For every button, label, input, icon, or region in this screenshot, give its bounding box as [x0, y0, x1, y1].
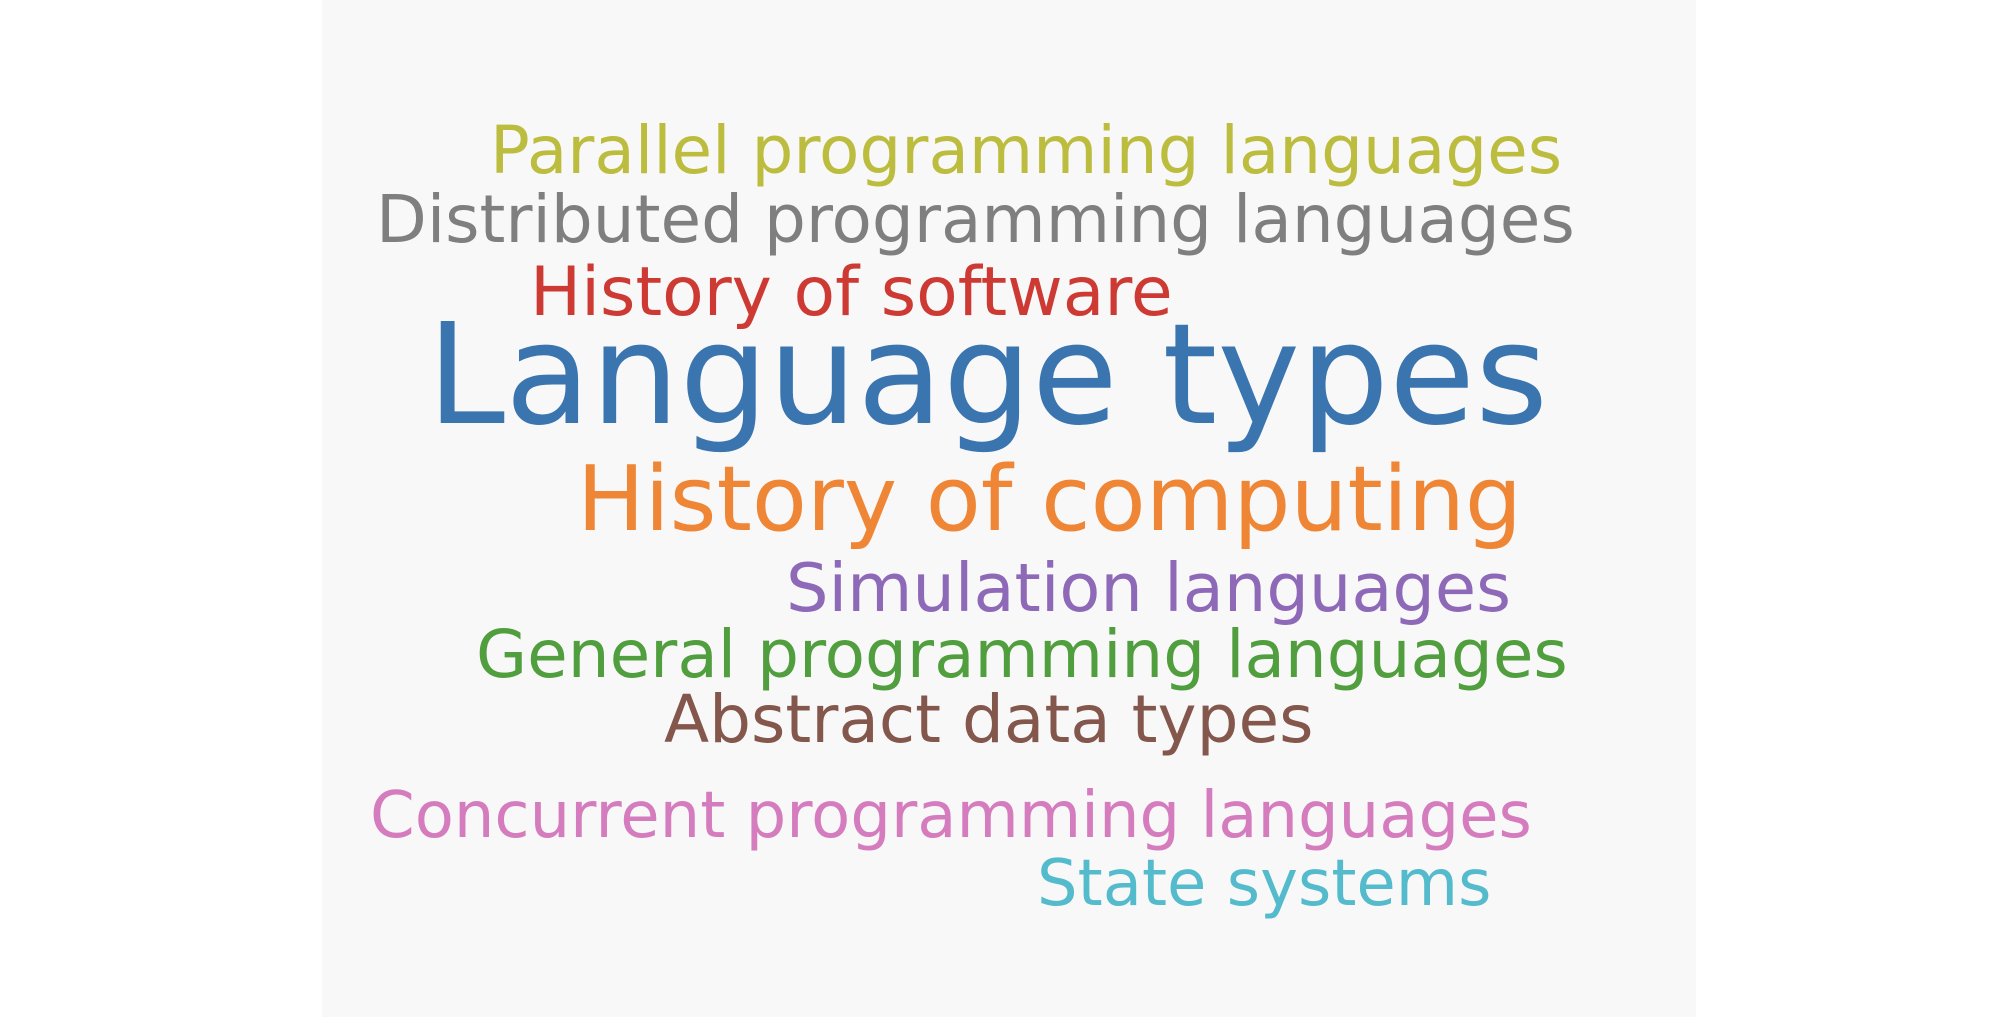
word-state-systems: State systems — [1037, 847, 1492, 921]
word-cloud-canvas — [322, 0, 1696, 1017]
word-abstract-data-types: Abstract data types — [664, 681, 1314, 758]
word-simulation-languages: Simulation languages — [786, 549, 1512, 627]
word-language-types: Language types — [427, 294, 1549, 457]
word-history-of-computing: History of computing — [577, 447, 1522, 552]
word-concurrent-programming-languages: Concurrent programming languages — [370, 779, 1532, 853]
word-general-programming-languages: General programming languages — [476, 616, 1568, 693]
word-parallel-programming-languages: Parallel programming languages — [490, 112, 1563, 189]
word-history-of-software: History of software — [530, 253, 1173, 332]
word-distributed-programming-languages: Distributed programming languages — [376, 181, 1575, 258]
